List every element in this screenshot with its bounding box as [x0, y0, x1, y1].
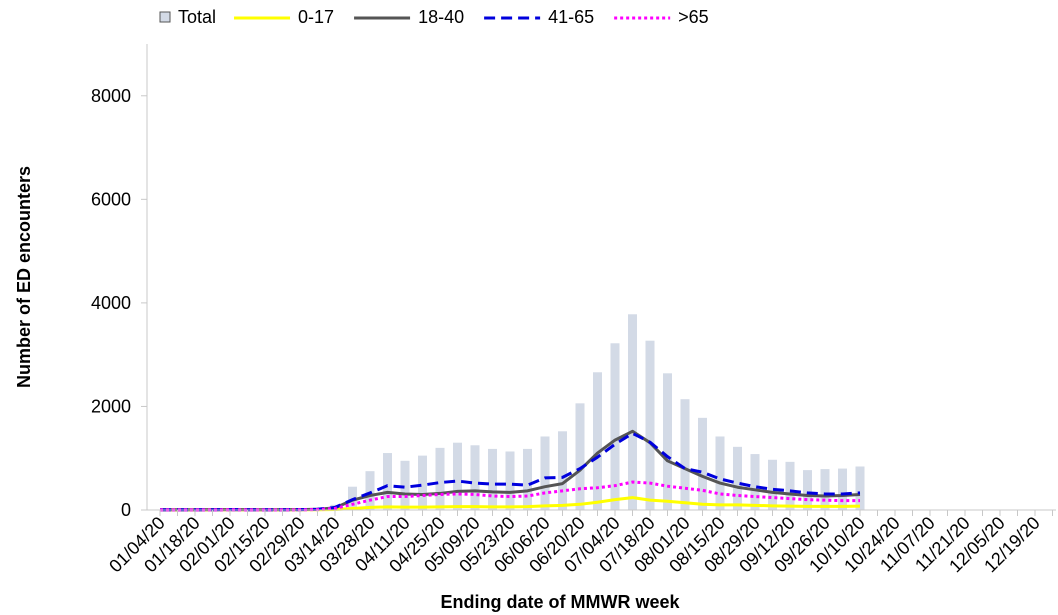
bar-total: [505, 451, 515, 510]
bar-total: [663, 373, 672, 510]
bar-total: [558, 431, 567, 510]
y-tick-label: 6000: [91, 189, 131, 209]
bar-total: [680, 399, 690, 510]
legend-label: >65: [678, 7, 709, 27]
legend-swatch-total: [159, 11, 171, 23]
bars-total: [155, 314, 865, 510]
y-tick-label: 2000: [91, 396, 131, 416]
bar-total: [523, 448, 532, 510]
legend-label: Total: [178, 7, 216, 27]
bar-total: [628, 314, 637, 510]
bar-total: [768, 459, 777, 510]
bar-total: [855, 466, 865, 510]
bar-total: [610, 343, 620, 510]
legend-label: 0-17: [298, 7, 334, 27]
bar-total: [803, 470, 812, 510]
bar-total: [593, 372, 602, 510]
bar-total: [470, 445, 480, 510]
bar-total: [435, 447, 445, 510]
bar-total: [698, 417, 707, 510]
y-tick-label: 8000: [91, 86, 131, 106]
y-axis-title: Number of ED encounters: [14, 166, 34, 388]
bar-total: [645, 340, 655, 510]
bar-total: [820, 469, 830, 510]
bar-total: [540, 436, 550, 510]
bar-total: [715, 436, 725, 510]
axes: 0200040006000800001/04/2001/18/2002/01/2…: [91, 44, 1056, 576]
bar-total: [453, 442, 462, 510]
bar-total: [838, 468, 847, 510]
bar-total: [785, 461, 795, 510]
y-tick-label: 0: [121, 500, 131, 520]
legend-label: 18-40: [418, 7, 464, 27]
y-tick-label: 4000: [91, 293, 131, 313]
bar-total: [383, 453, 392, 510]
bar-total: [733, 446, 742, 510]
legend: Total 0-17 18-40 41-65 >65: [159, 7, 709, 27]
bar-total: [365, 471, 375, 510]
bar-total: [400, 460, 410, 510]
bar-total: [488, 448, 497, 510]
bar-total: [418, 455, 427, 510]
x-axis-title: Ending date of MMWR week: [440, 592, 680, 612]
legend-label: 41-65: [548, 7, 594, 27]
bar-total: [575, 403, 585, 510]
bar-total: [750, 454, 760, 510]
line-4165-series: [160, 431, 861, 512]
